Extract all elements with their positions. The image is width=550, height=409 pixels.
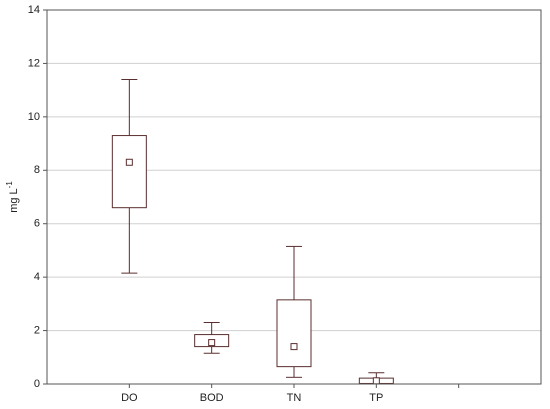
y-axis-label-exponent: -1 bbox=[5, 181, 14, 189]
median-marker bbox=[372, 377, 380, 385]
median-marker bbox=[208, 339, 216, 347]
box bbox=[276, 299, 312, 368]
y-tick-label: 2 bbox=[34, 324, 40, 336]
y-tick-label: 8 bbox=[34, 164, 40, 176]
x-tick-label: TN bbox=[287, 392, 302, 404]
y-axis-label: mg L-1 bbox=[5, 181, 20, 213]
y-tick-label: 10 bbox=[28, 111, 40, 123]
y-tick-label: 4 bbox=[34, 271, 40, 283]
y-tick-label: 12 bbox=[28, 57, 40, 69]
median-marker bbox=[290, 343, 298, 351]
box bbox=[111, 135, 147, 209]
x-tick-label: BOD bbox=[200, 392, 224, 404]
y-tick-label: 14 bbox=[28, 4, 40, 16]
y-tick-label: 0 bbox=[34, 378, 40, 390]
y-axis-label-text: mg L bbox=[8, 188, 20, 212]
plot-frame bbox=[46, 9, 542, 385]
x-tick-label: DO bbox=[121, 392, 138, 404]
median-marker bbox=[125, 158, 133, 166]
y-tick-label: 6 bbox=[34, 218, 40, 230]
x-tick-label: TP bbox=[369, 392, 383, 404]
